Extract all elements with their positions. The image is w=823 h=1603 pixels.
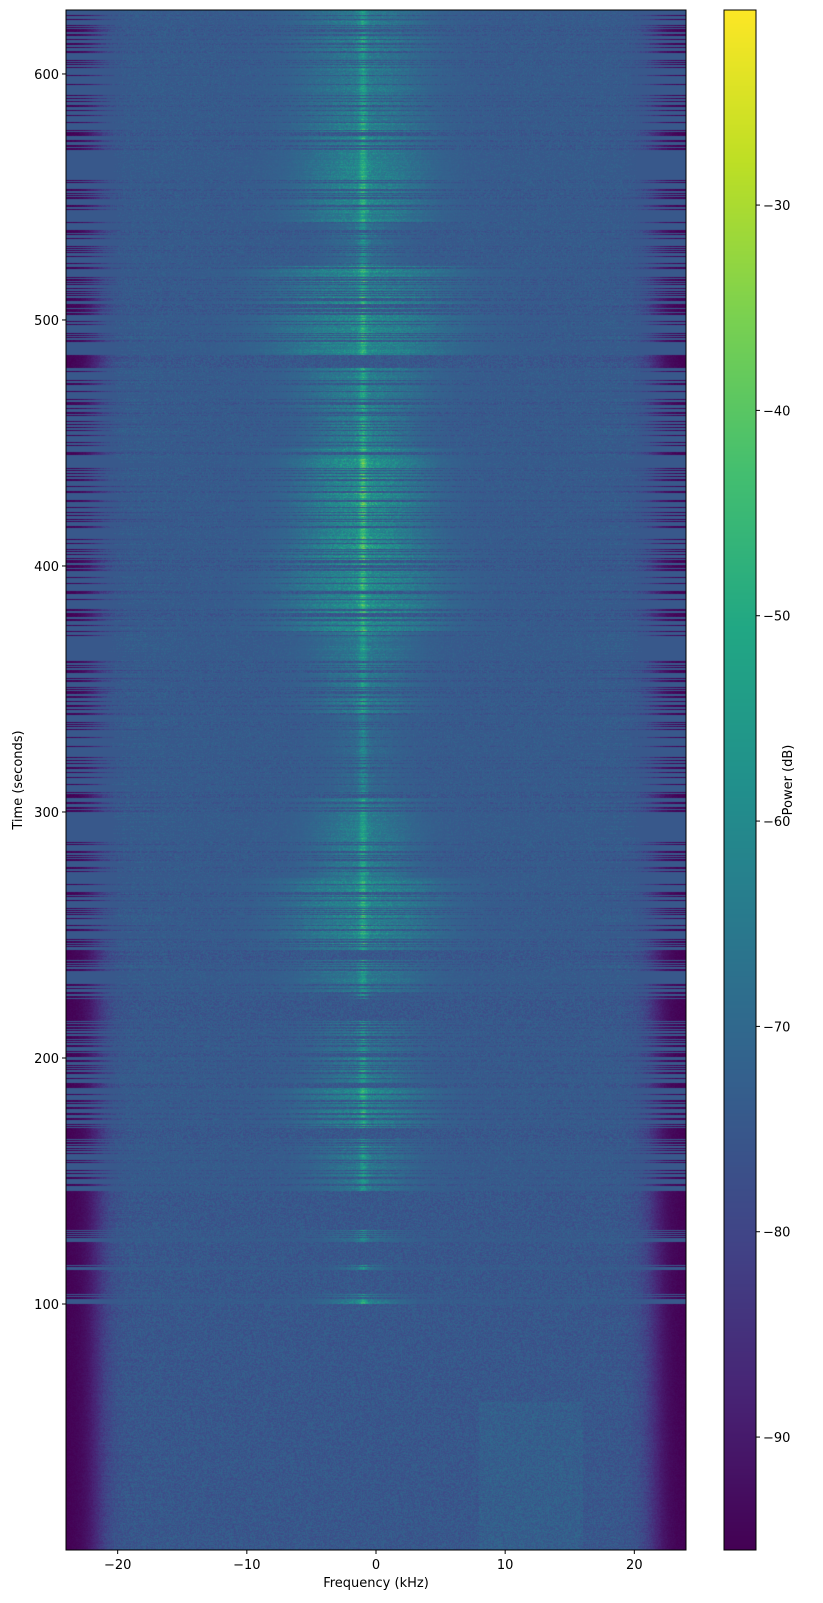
x-tick-label: 0	[372, 1558, 380, 1573]
colorbar-gradient	[724, 10, 756, 1550]
y-tick-label: 400	[34, 560, 59, 575]
y-tick-label: 100	[34, 1298, 59, 1313]
colorbar-label: Power (dB)	[781, 745, 796, 816]
y-tick-label: 200	[34, 1052, 59, 1067]
colorbar-tick-label: −90	[763, 1431, 790, 1446]
x-tick-label: 20	[626, 1558, 643, 1573]
colorbar-tick-label: −80	[763, 1226, 790, 1241]
plot-frame	[65, 9, 687, 1551]
colorbar-ticks: −30 −40 −50 −60 −70 −80 −90	[756, 199, 790, 1446]
y-axis-label: Time (seconds)	[11, 730, 26, 830]
colorbar-frame	[723, 9, 757, 1551]
y-axis-ticks: 100 200 300 400 500 600	[34, 68, 66, 1313]
x-tick-label: −10	[233, 1558, 260, 1573]
colorbar-tick-label: −40	[763, 404, 790, 419]
x-tick-label: 10	[497, 1558, 514, 1573]
y-tick-label: 500	[34, 314, 59, 329]
colorbar-tick-label: −70	[763, 1020, 790, 1035]
x-tick-label: −20	[104, 1558, 131, 1573]
colorbar-tick-label: −30	[763, 199, 790, 214]
y-tick-label: 300	[34, 806, 59, 821]
colorbar-tick-label: −60	[763, 815, 790, 830]
x-axis-label: Frequency (kHz)	[323, 1576, 429, 1591]
colorbar-tick-label: −50	[763, 610, 790, 625]
y-tick-label: 600	[34, 68, 59, 83]
spectrogram-image	[66, 10, 686, 1550]
x-axis-ticks: −20 −10 0 10 20	[104, 1550, 643, 1573]
